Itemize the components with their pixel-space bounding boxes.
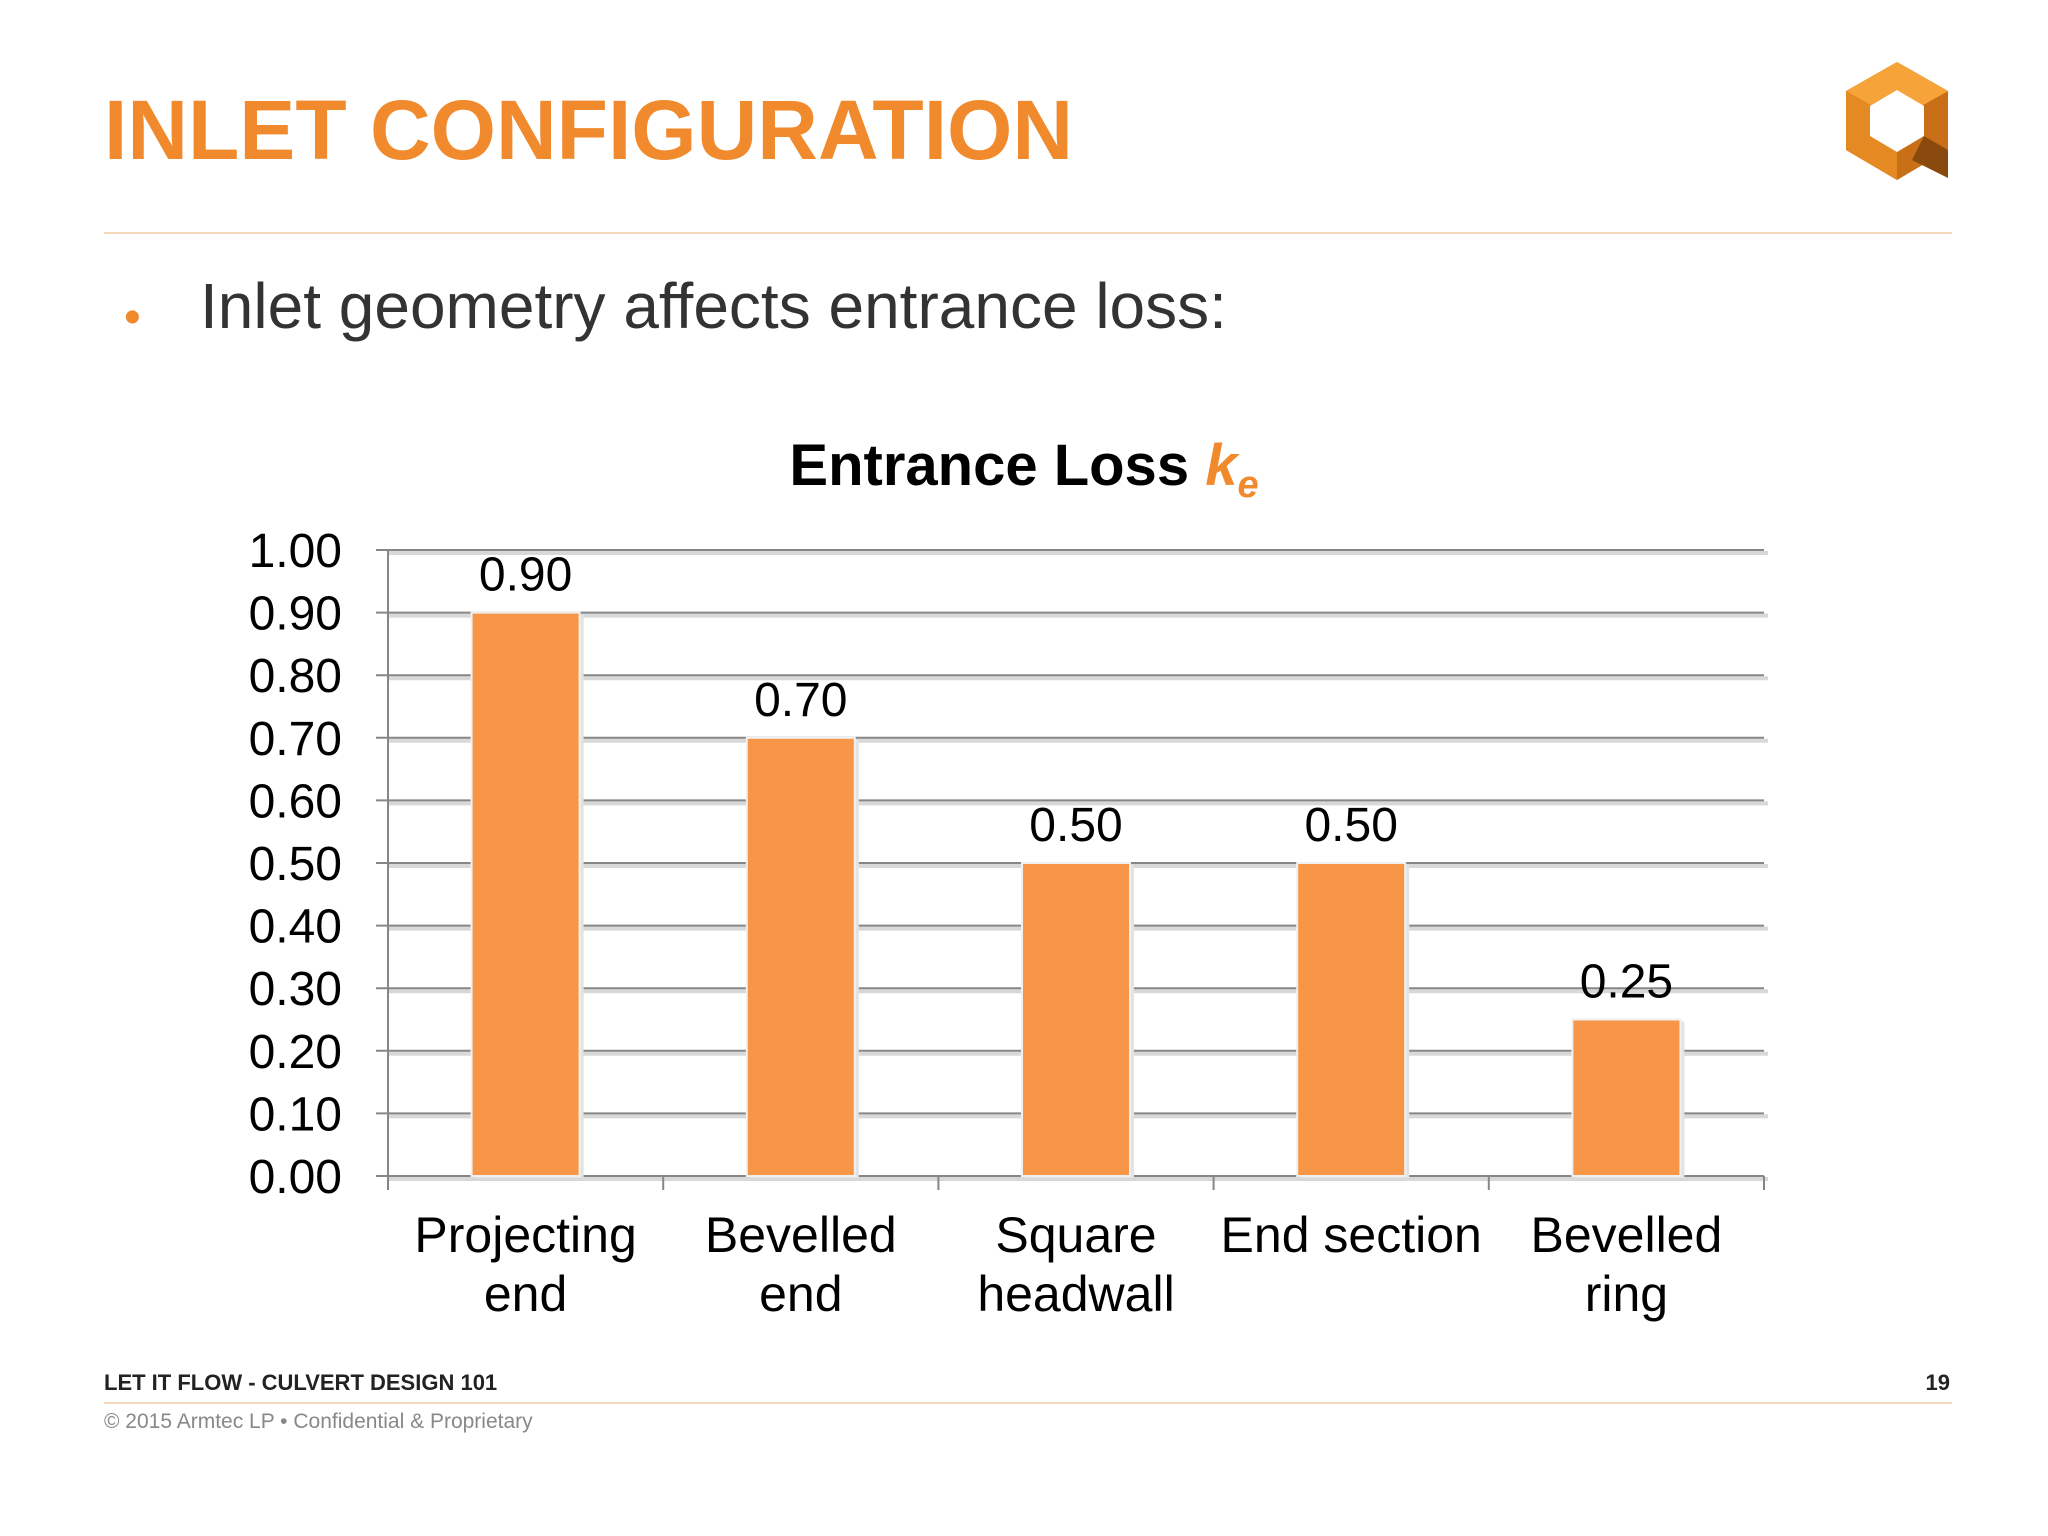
y-tick-label: 0.90 bbox=[249, 588, 342, 641]
x-category-label: ring bbox=[1585, 1266, 1668, 1322]
data-label: 0.90 bbox=[479, 549, 572, 602]
y-tick-label: 0.70 bbox=[249, 713, 342, 766]
footer-divider bbox=[104, 1402, 1952, 1404]
chart-title: Entrance Loss ke bbox=[0, 432, 2048, 507]
slide-title: INLET CONFIGURATION bbox=[104, 83, 1074, 177]
data-label: 0.50 bbox=[1029, 799, 1122, 852]
bar bbox=[1571, 1018, 1682, 1177]
y-tick-label: 0.50 bbox=[249, 838, 342, 891]
title-divider bbox=[104, 232, 1952, 234]
y-tick-label: 1.00 bbox=[249, 525, 342, 578]
chart-title-symbol: ke bbox=[1205, 433, 1258, 506]
y-tick-label: 0.40 bbox=[249, 901, 342, 954]
data-label: 0.70 bbox=[754, 674, 847, 727]
x-category-label: End section bbox=[1221, 1207, 1482, 1263]
data-label: 0.50 bbox=[1304, 799, 1397, 852]
x-category-label: Square bbox=[995, 1207, 1156, 1263]
bar bbox=[1021, 862, 1131, 1177]
chart-title-symbol-letter: k bbox=[1205, 433, 1238, 498]
x-category-label: Projecting bbox=[414, 1207, 636, 1263]
bar bbox=[470, 611, 581, 1177]
footer-page-number: 19 bbox=[1925, 1370, 1950, 1395]
bar bbox=[1296, 862, 1407, 1177]
bullet-marker: • bbox=[124, 291, 141, 344]
y-tick-label: 0.20 bbox=[249, 1026, 342, 1079]
bar bbox=[745, 736, 856, 1177]
armtec-logo-icon bbox=[1846, 62, 1948, 180]
x-category-label: Bevelled bbox=[1531, 1207, 1723, 1263]
y-tick-label: 0.30 bbox=[249, 963, 342, 1016]
x-category-label: Bevelled bbox=[705, 1207, 897, 1263]
chart-title-subscript: e bbox=[1237, 464, 1259, 506]
x-category-label: end bbox=[759, 1266, 842, 1322]
data-label: 0.25 bbox=[1580, 956, 1673, 1009]
y-tick-label: 0.60 bbox=[249, 775, 342, 828]
x-category-label: end bbox=[484, 1266, 567, 1322]
y-tick-label: 0.80 bbox=[249, 650, 342, 703]
footer-copyright: © 2015 Armtec LP • Confidential & Propri… bbox=[104, 1410, 533, 1433]
y-tick-label: 0.10 bbox=[249, 1088, 342, 1141]
bullet-text: Inlet geometry affects entrance loss: bbox=[200, 270, 1227, 342]
footer-deck-title: LET IT FLOW - CULVERT DESIGN 101 bbox=[104, 1370, 498, 1395]
chart-title-text: Entrance Loss bbox=[789, 433, 1190, 498]
y-tick-label: 0.00 bbox=[249, 1151, 342, 1204]
x-category-label: headwall bbox=[977, 1266, 1174, 1322]
